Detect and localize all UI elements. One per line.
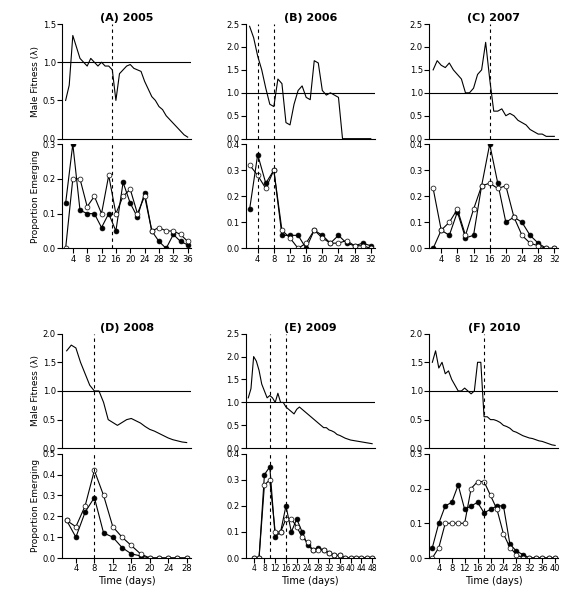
Title: (C) 2007: (C) 2007 [467,13,520,23]
Title: (D) 2008: (D) 2008 [100,323,154,333]
Title: (E) 2009: (E) 2009 [284,323,337,333]
Title: (B) 2006: (B) 2006 [284,13,337,23]
Y-axis label: Male Fitness (λ): Male Fitness (λ) [31,355,40,427]
Y-axis label: Male Fitness (λ): Male Fitness (λ) [31,46,40,117]
Y-axis label: Proportion Emerging: Proportion Emerging [31,149,40,243]
Title: (F) 2010: (F) 2010 [468,323,520,333]
Y-axis label: Proportion Emerging: Proportion Emerging [31,460,40,553]
X-axis label: Time (days): Time (days) [98,576,156,586]
Title: (A) 2005: (A) 2005 [100,13,153,23]
X-axis label: Time (days): Time (days) [465,576,523,586]
X-axis label: Time (days): Time (days) [281,576,339,586]
